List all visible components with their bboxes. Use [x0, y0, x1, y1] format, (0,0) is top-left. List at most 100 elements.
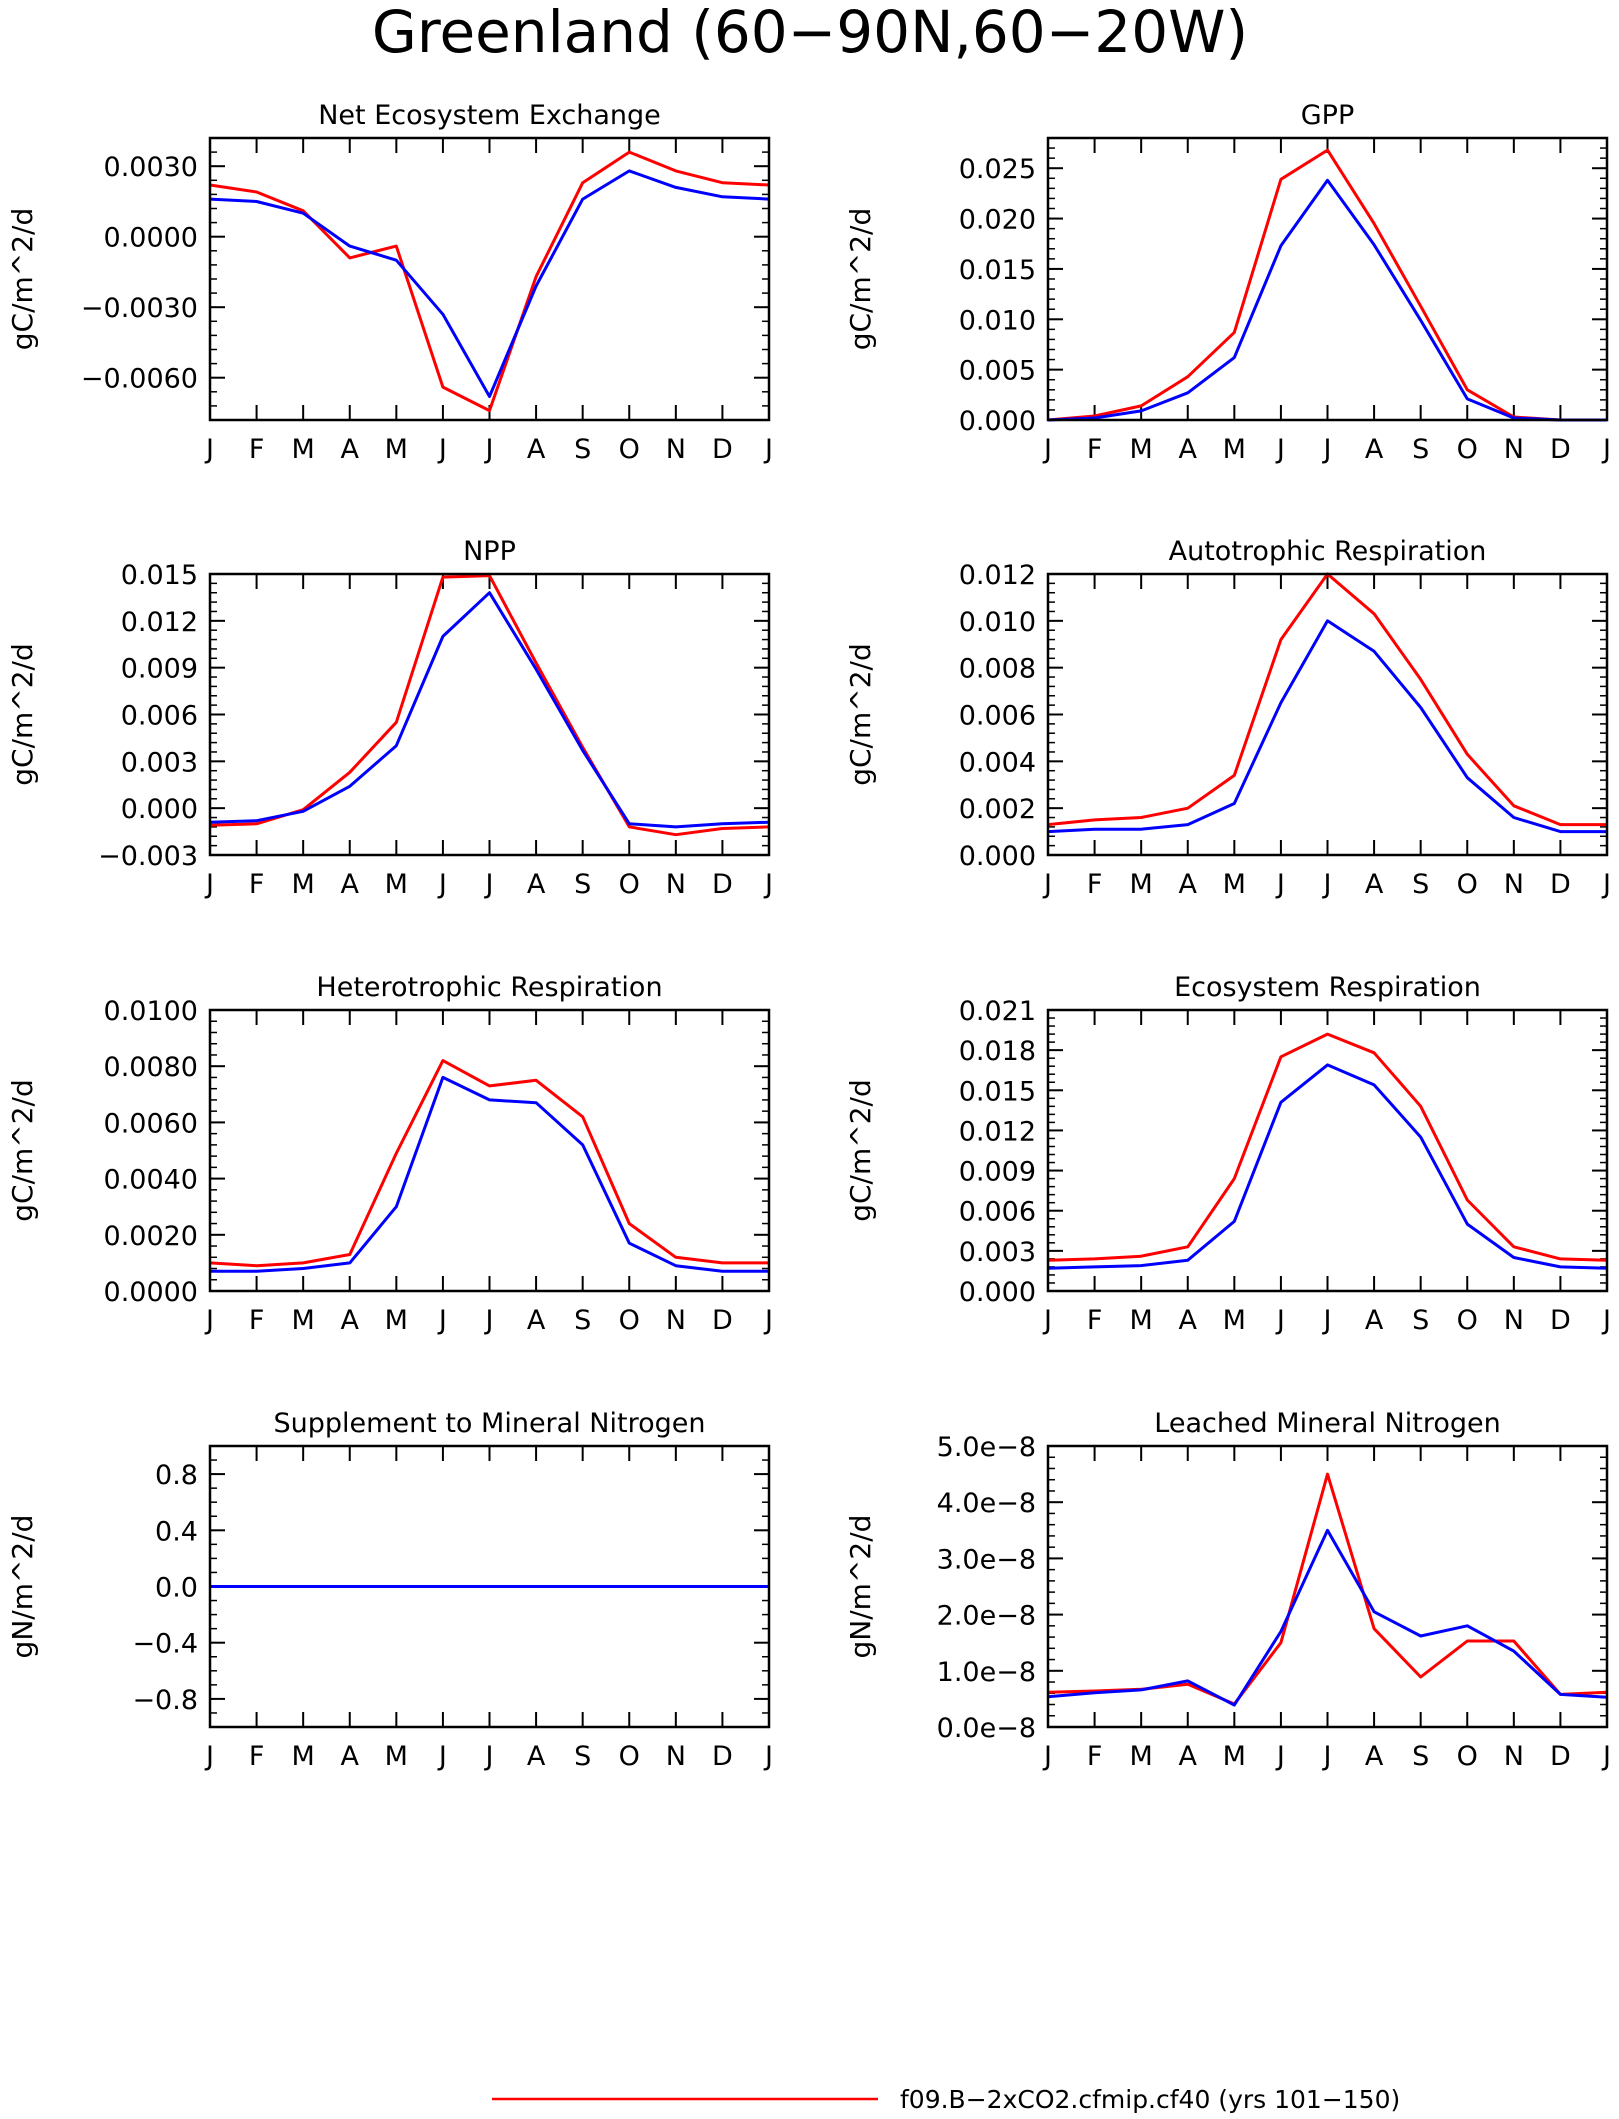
series-line-red	[209, 150, 770, 413]
x-tick-label: N	[1504, 434, 1524, 465]
y-tick-label: 0.0030	[104, 152, 198, 183]
x-tick-label: N	[1504, 1741, 1524, 1772]
panel-title: Net Ecosystem Exchange	[318, 100, 661, 131]
series-line-red	[1047, 1472, 1608, 1706]
x-tick-label: A	[341, 1741, 360, 1772]
y-tick-label: −0.0060	[81, 364, 198, 395]
y-tick-label: 0.0100	[104, 996, 198, 1027]
x-tick-label: M	[1130, 869, 1153, 900]
x-tick-label: J	[437, 869, 447, 900]
x-tick-label: D	[712, 1305, 733, 1336]
panel-7: Supplement to Mineral Nitrogen gN/m^2/d −0…	[6, 1408, 773, 1772]
x-tick-label: J	[763, 434, 773, 465]
y-tick-label: 0.0040	[104, 1165, 198, 1196]
x-tick-label: J	[484, 869, 494, 900]
x-tick-label: S	[1412, 1741, 1429, 1772]
x-tick-label: N	[1504, 869, 1524, 900]
x-tick-label: A	[1179, 434, 1198, 465]
y-axis-label: gC/m^2/d	[6, 1079, 39, 1222]
x-tick-label: D	[1550, 1741, 1571, 1772]
panel-1: Net Ecosystem Exchange gC/m^2/d −0.0060 −0.…	[6, 100, 773, 465]
x-tick-label: F	[249, 869, 265, 900]
x-tick-label: J	[763, 1741, 773, 1772]
panel-title: NPP	[463, 536, 516, 567]
x-tick-label: O	[619, 1741, 640, 1772]
x-tick-label: M	[1130, 1305, 1153, 1336]
legend-entry-label: f09.B−2xCO2.cfmip.cf40 (yrs 101−150)	[900, 2085, 1400, 2114]
plot-frame	[1046, 1008, 1609, 1293]
x-tick-label: F	[249, 1305, 265, 1336]
y-axis-label: gC/m^2/d	[6, 208, 39, 351]
series-line-red	[209, 574, 770, 837]
x-tick-label: A	[1179, 1305, 1198, 1336]
x-tick-label: S	[1412, 434, 1429, 465]
x-tick-label: J	[204, 869, 214, 900]
plot-frame	[208, 136, 771, 422]
plot-frame	[1046, 136, 1609, 422]
x-tick-label: D	[712, 869, 733, 900]
x-tick-label: M	[292, 1305, 315, 1336]
x-tick-label: J	[204, 1741, 214, 1772]
panel-title: Autotrophic Respiration	[1169, 536, 1487, 567]
plot-frame	[208, 1008, 771, 1293]
y-tick-label: 0.015	[959, 255, 1036, 286]
x-tick-label: M	[1223, 1741, 1246, 1772]
x-tick-label: M	[385, 434, 408, 465]
x-tick-label: J	[1042, 1741, 1052, 1772]
x-tick-label: J	[1275, 434, 1285, 465]
x-tick-label: M	[292, 434, 315, 465]
x-tick-label: M	[385, 1305, 408, 1336]
y-tick-label: 0.0	[155, 1573, 198, 1604]
y-tick-label: 0.006	[959, 701, 1036, 732]
panel-title: Ecosystem Respiration	[1174, 972, 1481, 1003]
x-tick-label: M	[1223, 1305, 1246, 1336]
x-tick-label: A	[341, 869, 360, 900]
y-axis-label: gC/m^2/d	[844, 208, 877, 351]
y-tick-label: −0.0030	[81, 293, 198, 324]
panel-4: Autotrophic Respiration gC/m^2/d 0.000 0.00…	[844, 536, 1611, 900]
x-tick-label: O	[1457, 434, 1478, 465]
x-tick-label: A	[527, 434, 546, 465]
y-tick-label: 0.8	[155, 1460, 198, 1491]
panel-title: Leached Mineral Nitrogen	[1154, 1408, 1500, 1439]
x-tick-label: F	[1087, 869, 1103, 900]
y-tick-label: 0.000	[959, 1277, 1036, 1308]
x-tick-label: S	[574, 869, 591, 900]
x-tick-label: J	[1322, 1305, 1332, 1336]
x-tick-label: S	[574, 1741, 591, 1772]
x-tick-label: J	[1601, 1305, 1611, 1336]
x-tick-label: F	[1087, 1305, 1103, 1336]
panel-title: Supplement to Mineral Nitrogen	[274, 1408, 706, 1439]
panel-title: GPP	[1301, 100, 1355, 131]
y-axis-label: gC/m^2/d	[844, 643, 877, 786]
x-tick-label: A	[1365, 1305, 1384, 1336]
plot-frame	[1046, 1444, 1609, 1729]
y-tick-label: 1.0e−8	[937, 1657, 1036, 1688]
x-tick-label: A	[341, 1305, 360, 1336]
y-tick-label: 0.005	[959, 356, 1036, 387]
x-tick-label: N	[666, 434, 686, 465]
plot-frame	[208, 572, 771, 857]
y-tick-label: 0.012	[959, 560, 1036, 591]
figure-title: Greenland (60−90N,60−20W)	[372, 0, 1248, 66]
y-tick-label: 0.0020	[104, 1221, 198, 1252]
y-tick-label: 0.0060	[104, 1108, 198, 1139]
series-line-blue	[209, 169, 770, 398]
y-tick-label: 0.4	[155, 1516, 198, 1547]
x-tick-label: J	[1042, 869, 1052, 900]
x-tick-label: J	[1601, 1741, 1611, 1772]
x-tick-label: N	[666, 869, 686, 900]
x-tick-label: J	[204, 434, 214, 465]
x-tick-label: A	[1365, 434, 1384, 465]
panel-8: Leached Mineral Nitrogen gN/m^2/d 0.0e−8 1.…	[844, 1408, 1611, 1772]
y-tick-label: 0.002	[959, 794, 1036, 825]
x-tick-label: J	[437, 1741, 447, 1772]
x-tick-label: N	[666, 1305, 686, 1336]
series-line-blue	[209, 591, 770, 829]
y-tick-label: 0.010	[959, 305, 1036, 336]
x-tick-label: S	[574, 434, 591, 465]
y-tick-label: 0.000	[959, 406, 1036, 437]
x-tick-label: M	[1223, 434, 1246, 465]
series-line-red	[1047, 148, 1607, 422]
x-tick-label: A	[1179, 1741, 1198, 1772]
